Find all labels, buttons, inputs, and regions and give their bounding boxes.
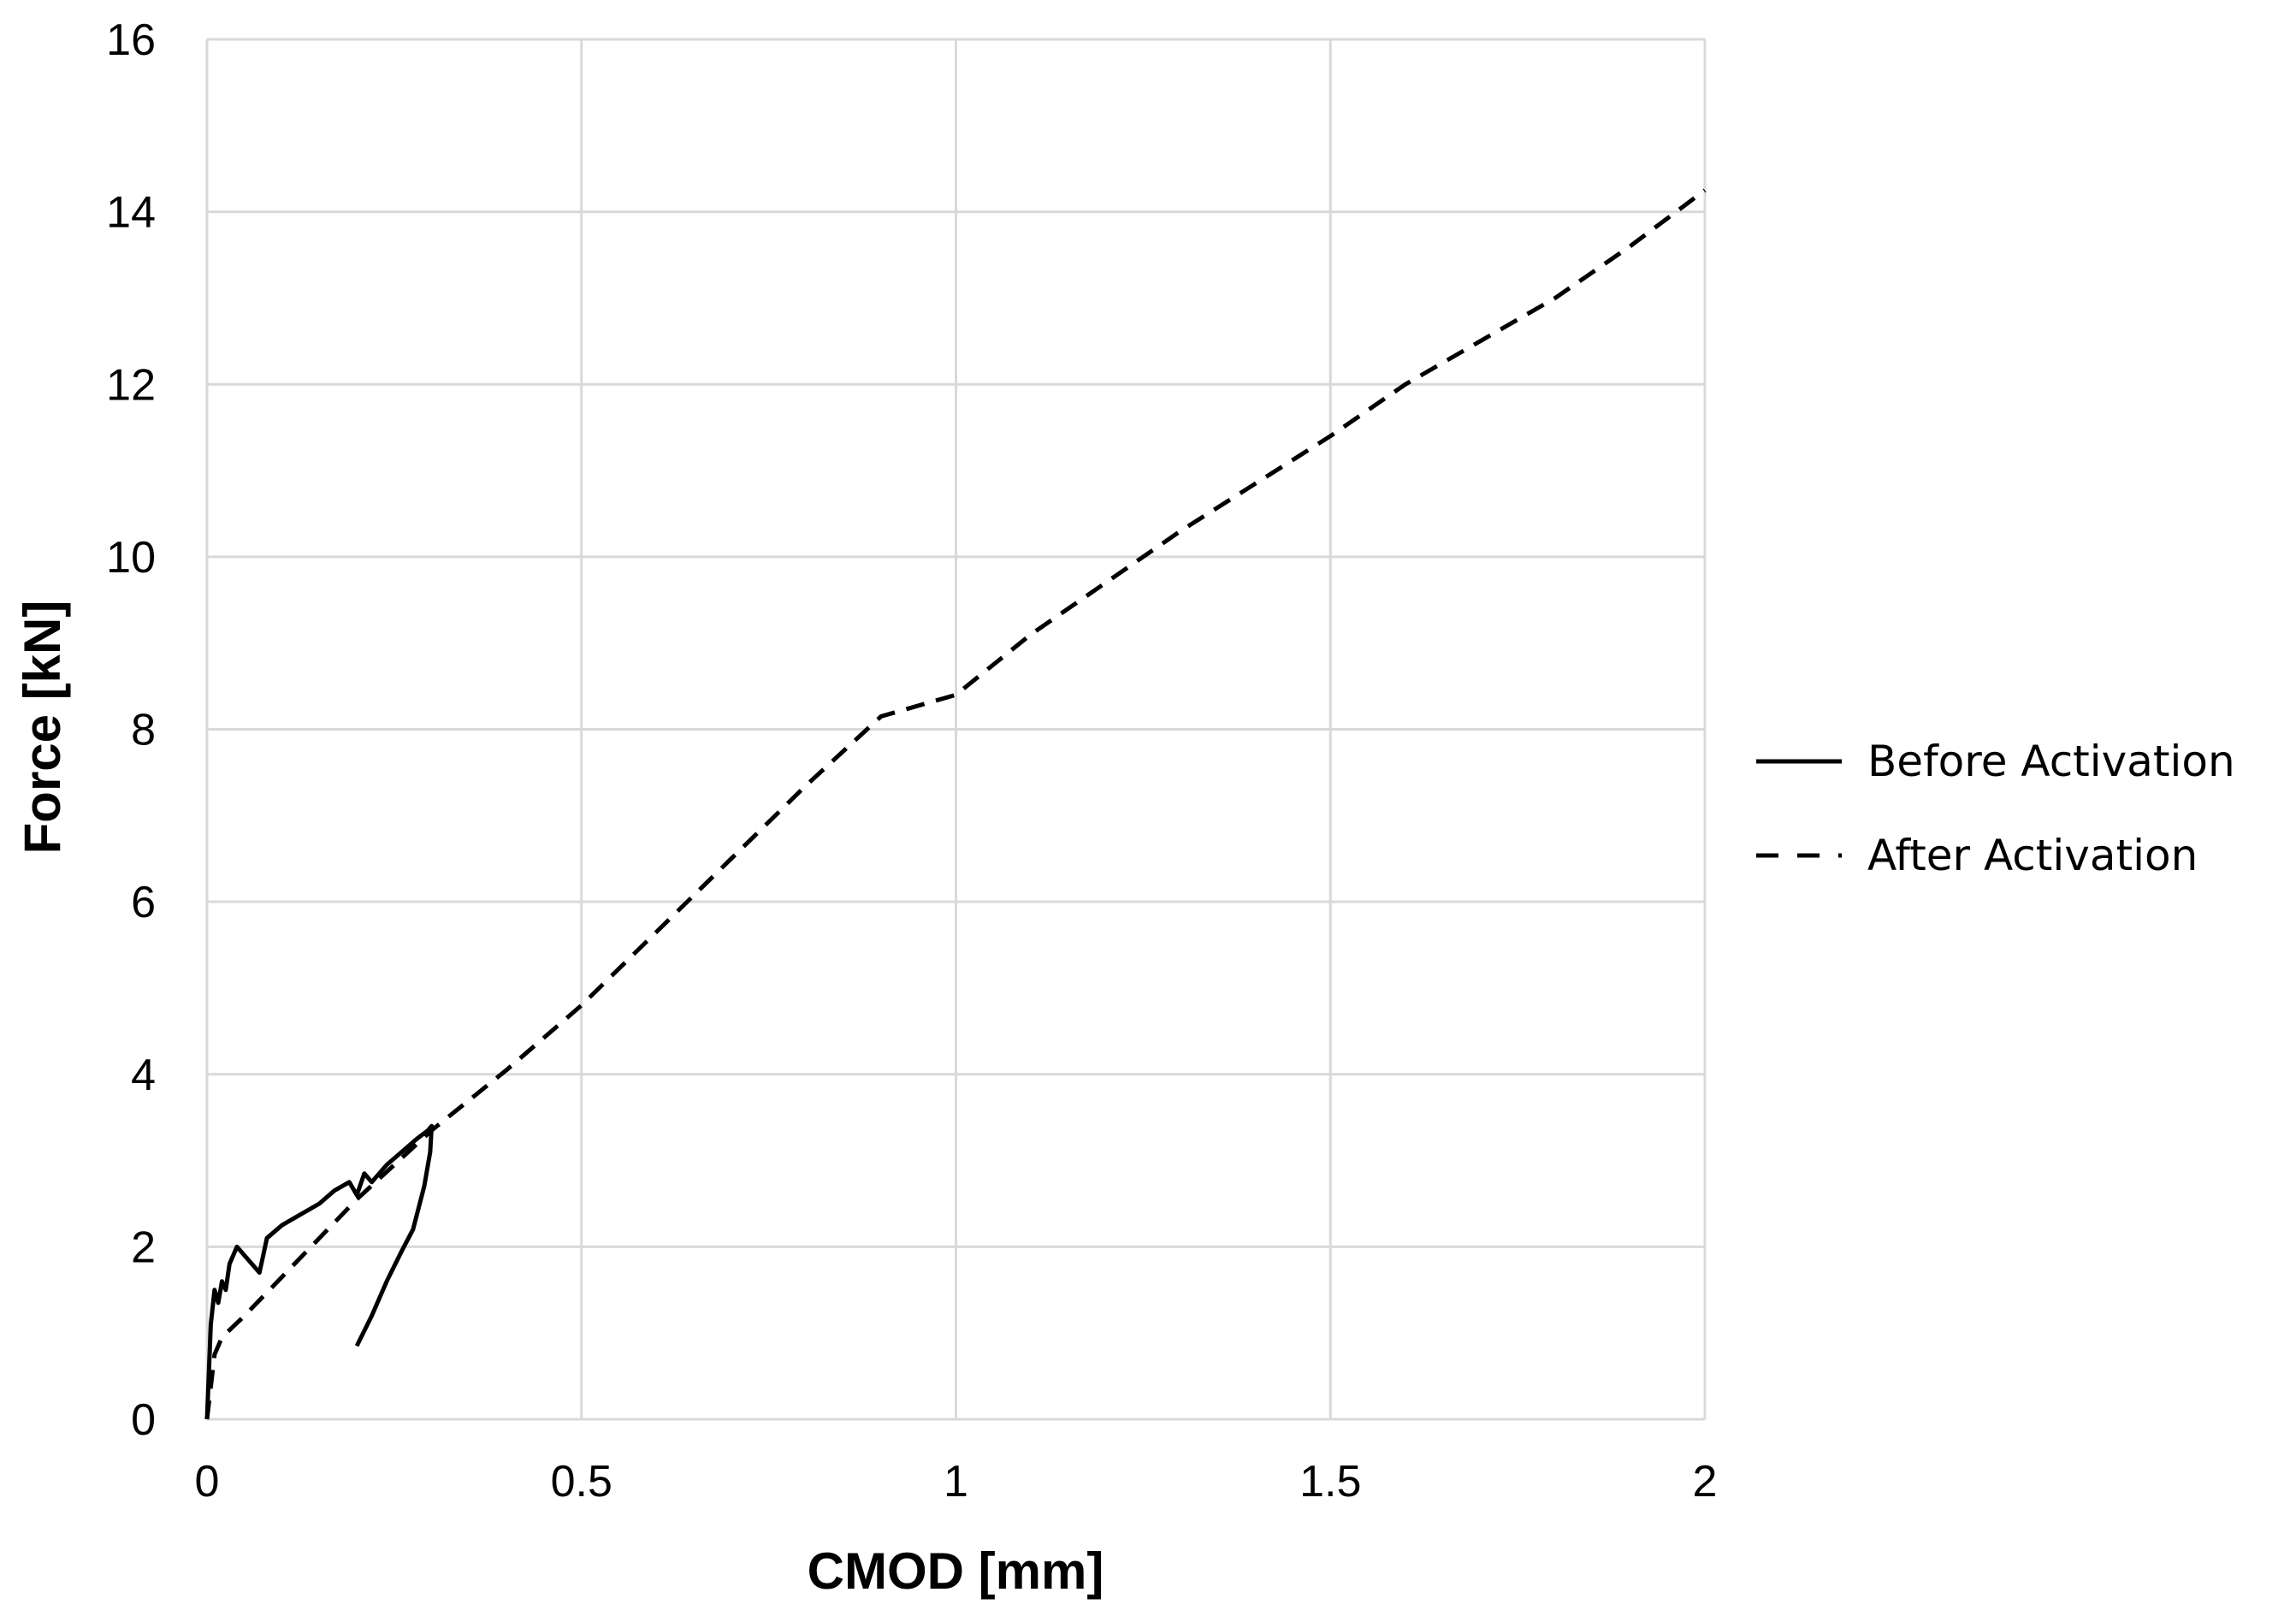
x-axis-title: CMOD [mm] xyxy=(808,1542,1104,1600)
y-tick-label: 14 xyxy=(106,188,156,238)
series-lines xyxy=(204,188,1707,1420)
y-tick-label: 2 xyxy=(131,1222,156,1272)
y-axis-title: Force [kN] xyxy=(14,601,71,855)
x-tick-label: 2 xyxy=(1693,1457,1718,1507)
y-tick-label: 12 xyxy=(106,360,156,410)
x-tick-label: 0 xyxy=(195,1457,220,1507)
y-tick-label: 0 xyxy=(131,1395,156,1445)
series-line-after-activation xyxy=(204,188,1707,1420)
series-line-before-activation xyxy=(204,1123,435,1420)
x-axis-ticks: 0 0.5 1 1.5 2 xyxy=(195,1457,1718,1507)
x-tick-label: 1.5 xyxy=(1299,1457,1361,1507)
legend-label: Before Activation xyxy=(1867,737,2235,786)
grid xyxy=(205,38,1707,1421)
y-tick-label: 10 xyxy=(106,533,156,583)
x-tick-label: 0.5 xyxy=(551,1457,612,1507)
y-tick-label: 8 xyxy=(131,706,156,755)
y-tick-label: 4 xyxy=(131,1051,156,1100)
x-tick-label: 1 xyxy=(944,1457,968,1507)
legend-label: After Activation xyxy=(1867,831,2198,880)
legend: Before Activation After Activation xyxy=(1756,737,2235,880)
y-axis-ticks: 0 2 4 6 8 10 12 14 16 xyxy=(106,15,156,1445)
y-tick-label: 6 xyxy=(131,878,156,927)
y-tick-label: 16 xyxy=(106,15,156,65)
